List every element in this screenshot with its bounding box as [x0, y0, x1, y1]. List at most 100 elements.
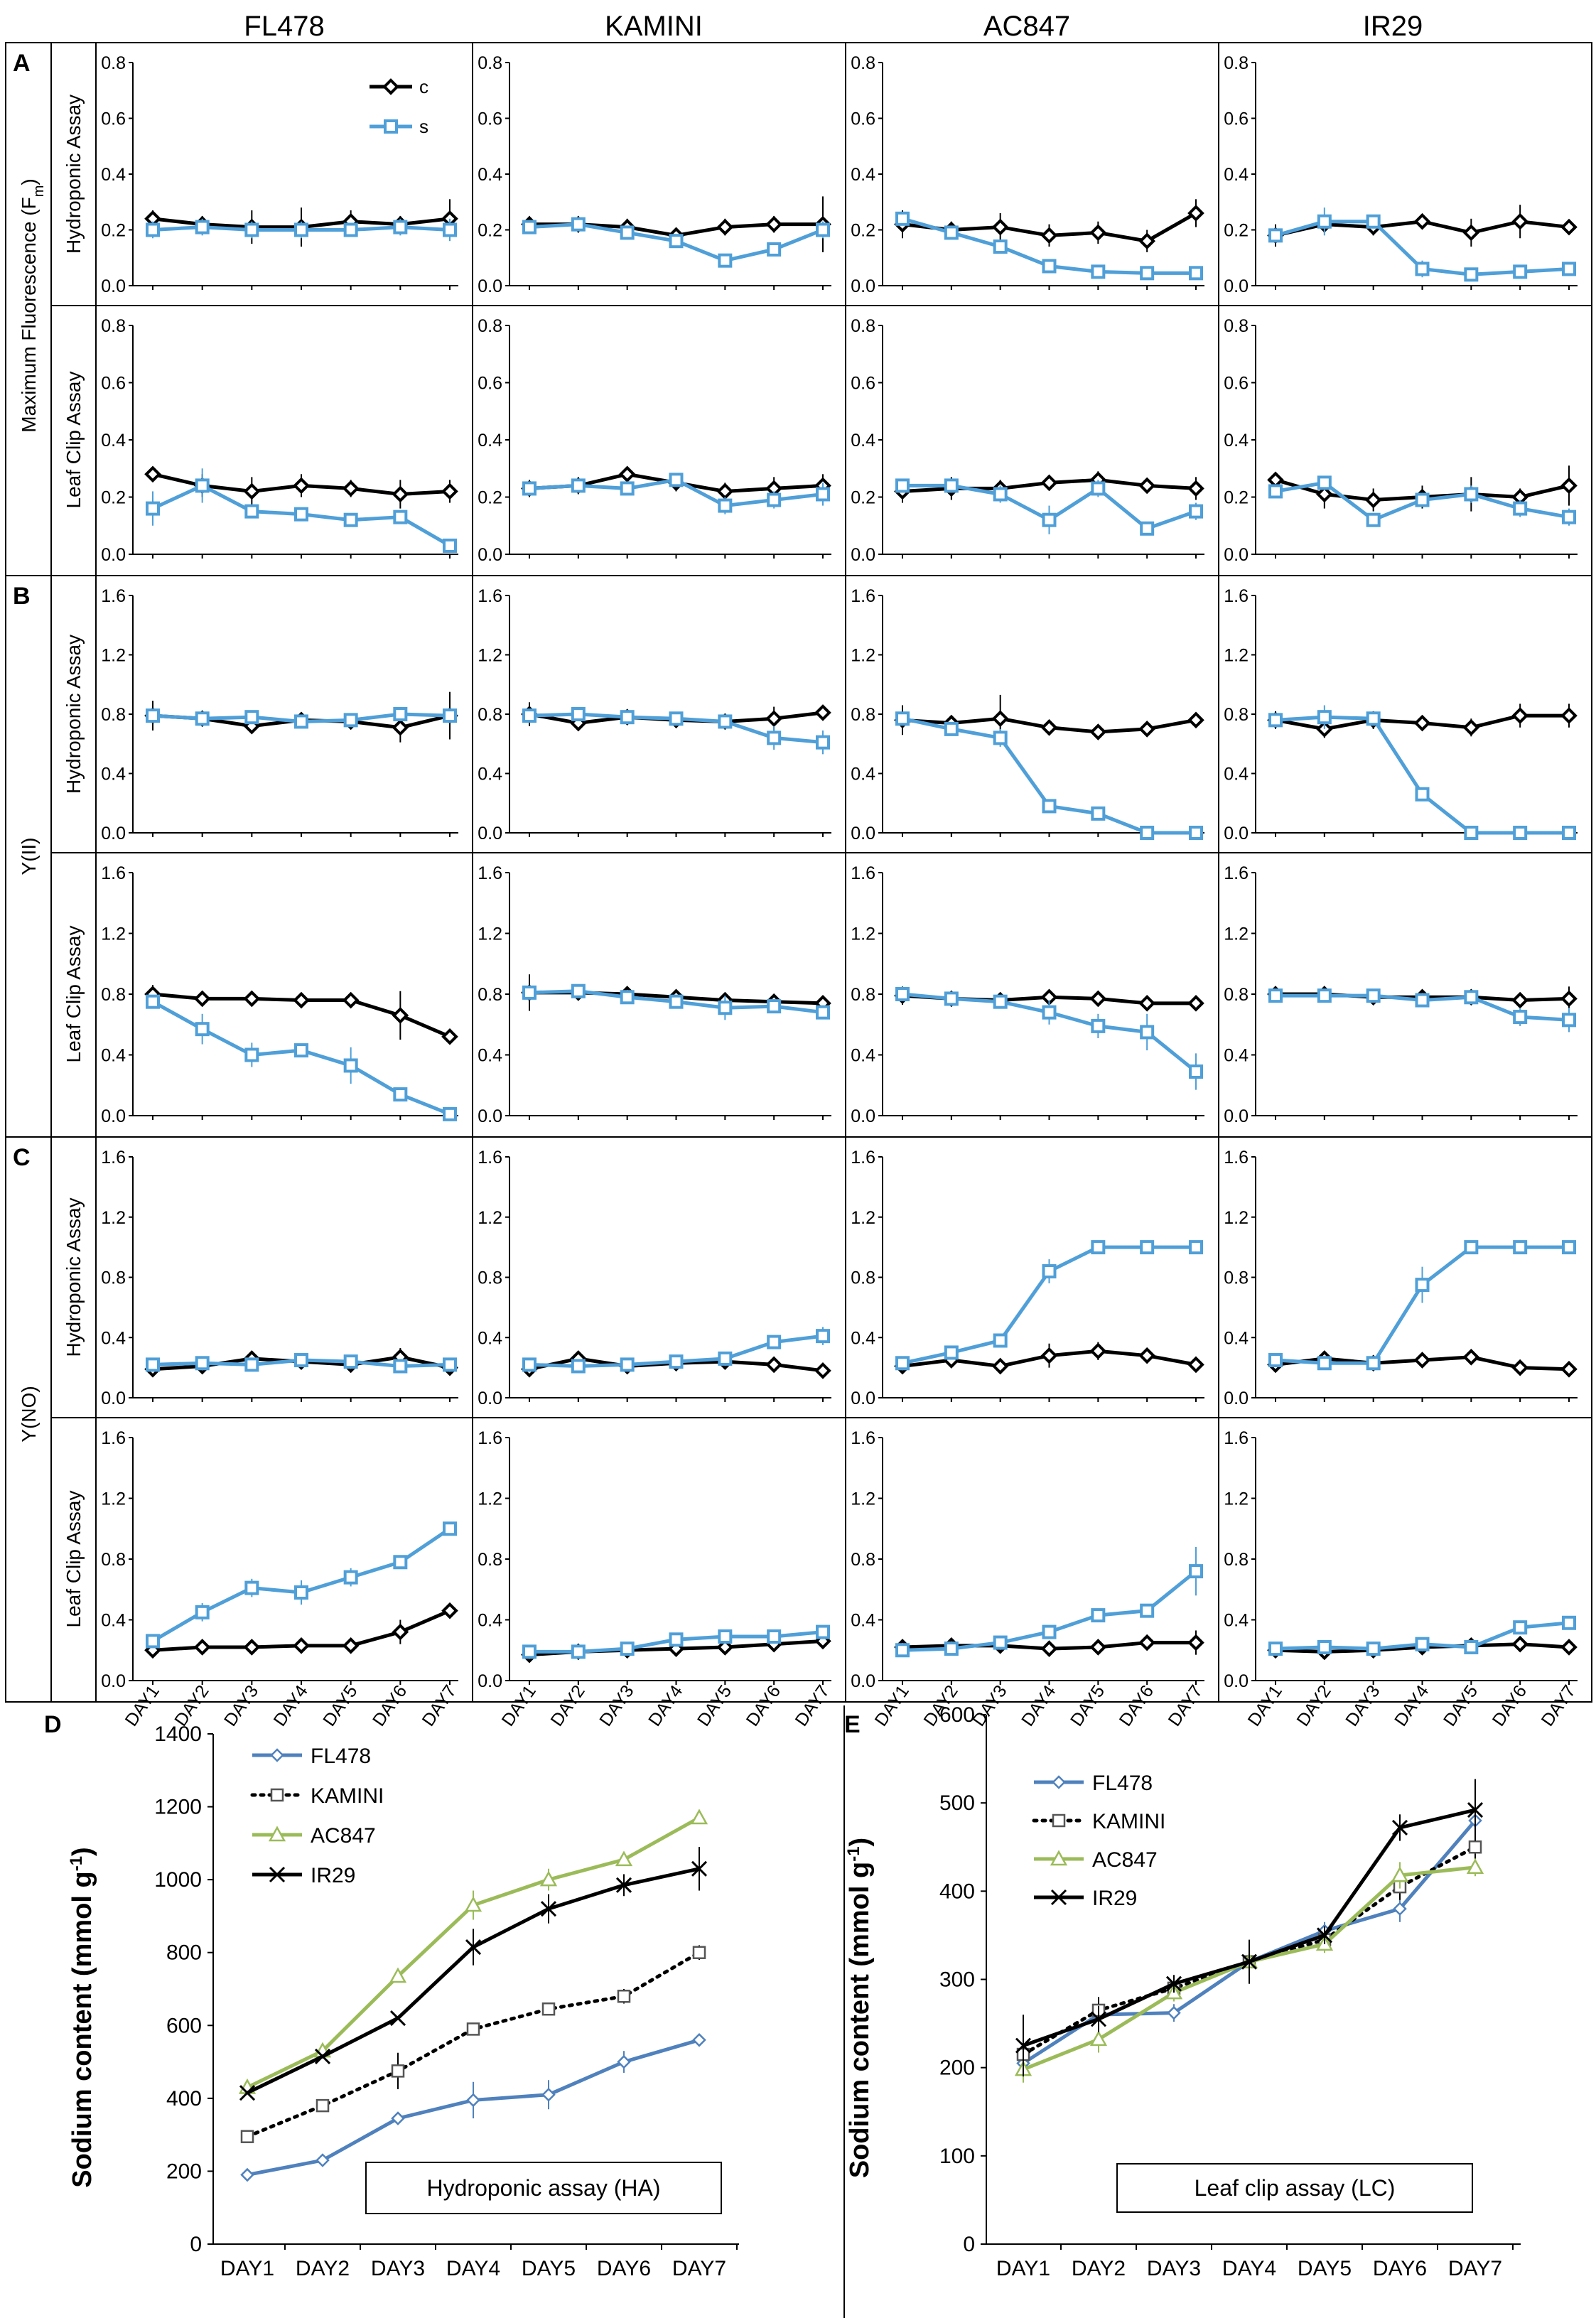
y-tick-label: 0.6 [1224, 109, 1249, 129]
series-s [1268, 988, 1576, 1033]
x-tick-label: DAY6 [369, 1681, 411, 1730]
y-tick-label: 0.4 [101, 1611, 126, 1631]
y-tick-label: 0.0 [101, 1389, 126, 1408]
y-tick-label: 0.4 [101, 1328, 126, 1348]
data-point [522, 985, 537, 1000]
legend: FL478 KAMINI AC847 IR29 [250, 1745, 384, 1887]
data-point [392, 1007, 409, 1024]
y-axis-label-text: Sodium content (mmol g-1) [67, 1847, 98, 2187]
data-point [1189, 1240, 1203, 1255]
data-point [1511, 991, 1528, 1009]
chart-a-lc-kamini: 0.0 0.2 0.4 0.6 0.8 [478, 316, 831, 565]
data-point [316, 2153, 330, 2167]
x-tick-label: DAY7 [792, 1681, 834, 1730]
data-point [239, 2085, 256, 2101]
marker-stroke [1015, 2037, 1032, 2054]
marker-stroke [1316, 1927, 1333, 1944]
x-tick-label: DAY7 [672, 2257, 726, 2280]
legend-label: FL478 [1092, 1772, 1153, 1795]
data-point [522, 220, 537, 235]
data-point [895, 1356, 910, 1371]
y-tick-label: 0.4 [1224, 1328, 1249, 1348]
series-c [894, 199, 1204, 252]
x-tick-label: DAY6 [1489, 1681, 1531, 1730]
marker-stroke [1391, 1819, 1408, 1835]
data-point [571, 983, 586, 998]
data-point [1089, 2030, 1108, 2047]
x-tick-label: DAY2 [546, 1681, 588, 1730]
y-tick-label: 1.6 [101, 863, 126, 883]
data-point [816, 735, 830, 750]
marker-stroke [615, 1877, 632, 1893]
data-point [522, 708, 537, 723]
data-point [1513, 501, 1528, 516]
data-point [342, 480, 360, 497]
data-point [1187, 1634, 1204, 1651]
y-tick-label: 1.2 [851, 924, 875, 944]
legend-marker [1052, 1775, 1066, 1789]
data-point [1091, 1018, 1106, 1033]
legend-small: cs [370, 76, 428, 137]
y-tick-label: 0.8 [851, 985, 875, 1005]
data-point [1462, 224, 1480, 242]
data-point [1366, 711, 1381, 726]
x-tick-label-group: DAY4 [1391, 1681, 1433, 1730]
y-tick-label: 400 [939, 1880, 975, 1903]
y-tick-label: 0.2 [851, 488, 875, 508]
data-point [1040, 227, 1058, 244]
data-point [767, 1335, 782, 1349]
data-point [1091, 481, 1106, 496]
data-point [244, 710, 259, 725]
y-tick-label: 0.2 [101, 221, 126, 241]
panel-letter-a: A [13, 50, 31, 77]
data-point [767, 731, 782, 745]
series-ir29 [1015, 1779, 1484, 2077]
legend-label-s: s [419, 116, 428, 137]
chart-a-ha-fl478: 0.0 0.2 0.4 0.6 0.8 cs [101, 53, 458, 296]
x-tick-label-group: DAY6 [1489, 1681, 1531, 1730]
data-point [314, 2048, 331, 2064]
x-tick-label: DAY6 [743, 1681, 784, 1730]
data-point [1317, 988, 1332, 1003]
x-tick-label: DAY2 [1072, 2257, 1126, 2280]
y-tick-label: 600 [166, 2014, 202, 2037]
data-point [1187, 711, 1204, 729]
series-s [522, 983, 830, 1020]
metric-label-yii: Y(II) [18, 838, 40, 875]
y-tick-label: 1.6 [851, 1148, 875, 1168]
data-point [1415, 492, 1430, 507]
y-tick-label: 0.4 [851, 165, 875, 185]
y-tick-label: 1.2 [101, 1489, 126, 1509]
y-tick-label: 0.8 [851, 53, 875, 73]
x-tick-label: DAY6 [1373, 2257, 1427, 2280]
chart-e-sodium: 0 100 200 300 400 500 600 DAY1 DAY2 DAY3 DAY4 DAY5 D… [844, 1703, 1521, 2280]
x-tick-label: DAY3 [371, 2257, 425, 2280]
data-point [816, 222, 830, 237]
data-point [615, 1850, 633, 1867]
data-point [765, 215, 782, 233]
data-point [1560, 1639, 1578, 1656]
data-point [1317, 475, 1332, 490]
panel-letter-c: C [13, 1144, 31, 1171]
data-point [342, 1637, 360, 1654]
legend-label: IR29 [1092, 1887, 1137, 1910]
data-point [1415, 262, 1430, 276]
data-point [1138, 994, 1155, 1012]
y-tick-label: 1.2 [1224, 646, 1249, 666]
data-point [393, 1359, 408, 1374]
data-point [1513, 264, 1528, 279]
data-point [540, 1901, 557, 1917]
y-tick-label: 0.2 [1224, 221, 1249, 241]
data-point [1089, 1342, 1107, 1360]
y-tick-label: 0.4 [851, 1328, 875, 1348]
y-tick-label: 300 [939, 1968, 975, 1992]
data-point [944, 1345, 959, 1360]
data-point [1189, 826, 1203, 840]
data-point [718, 1001, 733, 1015]
data-point [1189, 504, 1203, 519]
data-point [895, 1643, 910, 1658]
y-tick-label: 0.6 [478, 109, 502, 129]
data-point [441, 1602, 458, 1619]
x-tick-label-group: DAY3 [1342, 1681, 1384, 1730]
